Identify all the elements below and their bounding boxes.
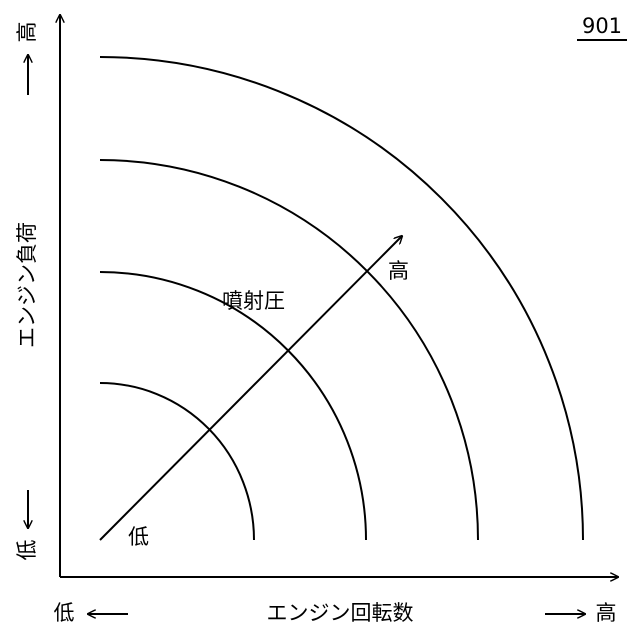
- y-axis-high: 高: [15, 22, 39, 43]
- arrow-label: 噴射圧: [222, 289, 285, 313]
- arrow-high-label: 高: [388, 259, 409, 283]
- arrow-low-label: 低: [128, 525, 149, 549]
- figure-number: 901: [582, 14, 622, 38]
- y-axis-label: エンジン負荷: [15, 222, 39, 348]
- x-axis-high: 高: [596, 601, 617, 625]
- x-axis-label: エンジン回転数: [267, 601, 414, 625]
- x-axis-low: 低: [54, 601, 75, 625]
- diagram: 低 高 噴射圧 901 エンジン負荷 高 低 低 エンジン回転数 高: [0, 0, 640, 640]
- y-axis-low: 低: [15, 540, 39, 561]
- pressure-arrow: [100, 236, 402, 540]
